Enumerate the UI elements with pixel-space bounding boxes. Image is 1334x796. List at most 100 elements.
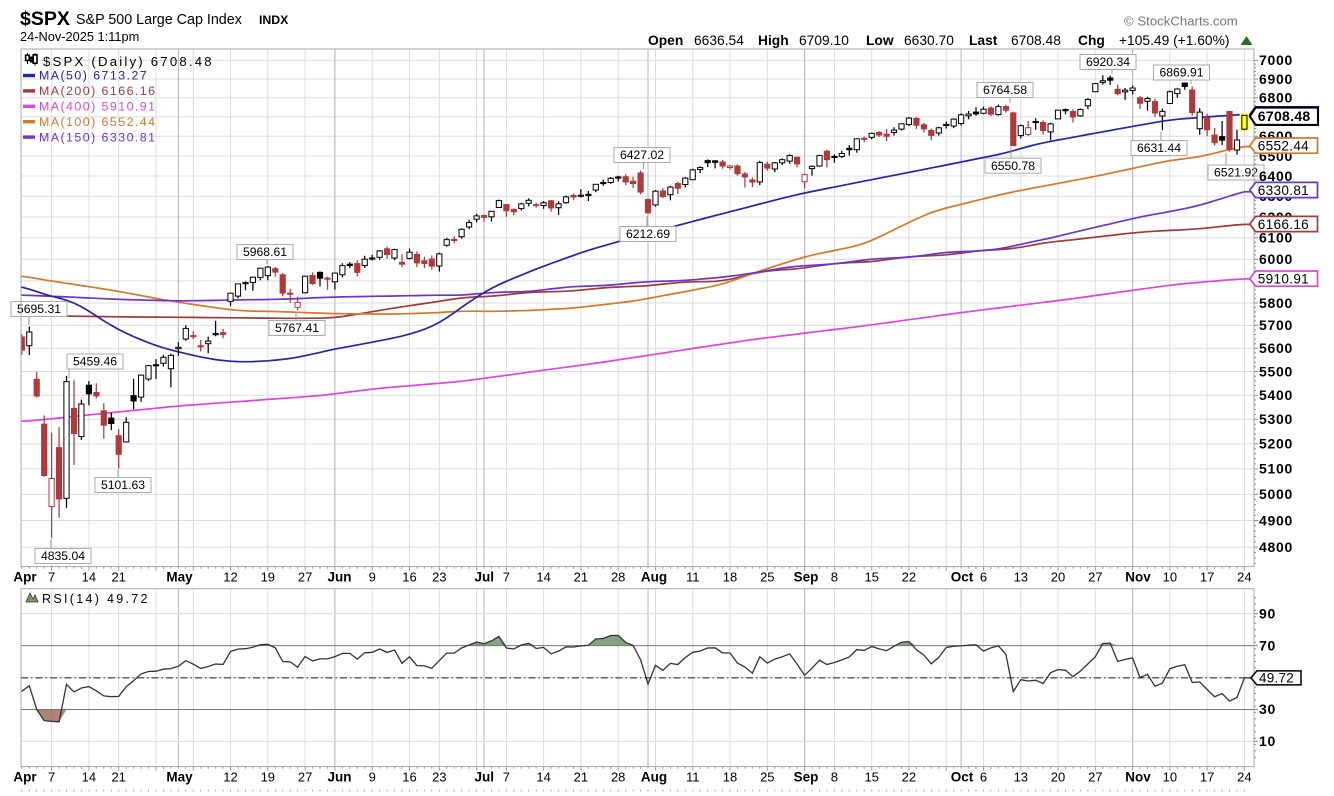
svg-text:7: 7: [503, 570, 510, 585]
svg-text:18: 18: [723, 570, 737, 585]
svg-text:6427.02: 6427.02: [620, 148, 664, 162]
svg-text:27: 27: [298, 570, 312, 585]
svg-text:5500: 5500: [1259, 363, 1293, 379]
svg-text:12: 12: [223, 570, 237, 585]
svg-text:Apr: Apr: [13, 570, 37, 585]
svg-text:6636.54: 6636.54: [694, 33, 744, 48]
svg-text:6764.58: 6764.58: [983, 83, 1027, 97]
svg-text:6552.44: 6552.44: [1258, 138, 1309, 153]
svg-text:May: May: [166, 770, 193, 785]
svg-text:6400: 6400: [1259, 168, 1293, 184]
svg-text:13: 13: [1014, 570, 1028, 585]
svg-text:MA(50) 6713.27: MA(50) 6713.27: [39, 69, 148, 83]
svg-text:Open: Open: [648, 33, 683, 48]
svg-text:12: 12: [223, 770, 237, 785]
svg-text:7: 7: [503, 770, 510, 785]
svg-text:9: 9: [369, 570, 376, 585]
svg-text:Jun: Jun: [327, 770, 351, 785]
svg-text:10: 10: [1163, 570, 1177, 585]
svg-text:Jun: Jun: [327, 570, 351, 585]
svg-text:6100: 6100: [1259, 230, 1293, 246]
svg-text:19: 19: [261, 770, 275, 785]
svg-text:Aug: Aug: [641, 570, 667, 585]
svg-text:+105.49 (+1.60%): +105.49 (+1.60%): [1119, 33, 1229, 48]
svg-text:INDX: INDX: [259, 13, 289, 27]
svg-text:MA(400) 5910.91: MA(400) 5910.91: [39, 100, 157, 114]
svg-text:16: 16: [402, 570, 416, 585]
svg-text:20: 20: [1051, 770, 1065, 785]
svg-text:11: 11: [686, 770, 700, 785]
svg-text:5700: 5700: [1259, 317, 1293, 333]
svg-text:6709.10: 6709.10: [799, 33, 849, 48]
svg-text:90: 90: [1259, 605, 1276, 621]
svg-text:7000: 7000: [1259, 52, 1293, 68]
svg-text:6550.78: 6550.78: [991, 159, 1035, 173]
svg-text:6800: 6800: [1259, 90, 1293, 106]
svg-text:Nov: Nov: [1125, 570, 1151, 585]
svg-text:S&P 500 Large Cap Index: S&P 500 Large Cap Index: [76, 12, 242, 28]
svg-text:25: 25: [760, 770, 774, 785]
svg-text:15: 15: [864, 570, 878, 585]
svg-text:10: 10: [1163, 770, 1177, 785]
svg-text:20: 20: [1051, 570, 1065, 585]
svg-text:17: 17: [1200, 770, 1214, 785]
svg-text:14: 14: [536, 770, 550, 785]
svg-text:6631.44: 6631.44: [1137, 141, 1181, 155]
svg-text:Low: Low: [866, 33, 894, 48]
svg-text:14: 14: [82, 770, 96, 785]
svg-text:21: 21: [111, 570, 125, 585]
svg-text:5000: 5000: [1259, 486, 1293, 502]
svg-text:22: 22: [902, 570, 916, 585]
svg-text:Oct: Oct: [951, 570, 974, 585]
svg-text:6708.48: 6708.48: [1258, 108, 1311, 124]
svg-text:21: 21: [111, 770, 125, 785]
svg-text:11: 11: [686, 570, 700, 585]
svg-text:14: 14: [536, 570, 550, 585]
svg-text:5968.61: 5968.61: [243, 245, 287, 259]
svg-text:7: 7: [48, 770, 55, 785]
svg-text:MA(100) 6552.44: MA(100) 6552.44: [39, 115, 157, 129]
svg-text:24-Nov-2025 1:11pm: 24-Nov-2025 1:11pm: [20, 29, 139, 44]
svg-text:10: 10: [1259, 733, 1276, 749]
svg-text:22: 22: [902, 770, 916, 785]
svg-text:Nov: Nov: [1125, 770, 1151, 785]
svg-text:4835.04: 4835.04: [41, 549, 85, 563]
svg-text:6900: 6900: [1259, 71, 1293, 87]
svg-text:6920.34: 6920.34: [1086, 55, 1130, 69]
svg-text:Sep: Sep: [794, 570, 819, 585]
svg-text:Apr: Apr: [13, 770, 37, 785]
svg-text:© StockCharts.com: © StockCharts.com: [1124, 14, 1238, 29]
svg-text:23: 23: [432, 770, 446, 785]
svg-text:5200: 5200: [1259, 436, 1293, 452]
svg-text:14: 14: [82, 570, 96, 585]
svg-text:70: 70: [1259, 637, 1276, 653]
svg-text:25: 25: [760, 570, 774, 585]
svg-text:17: 17: [1200, 570, 1214, 585]
svg-text:27: 27: [1088, 770, 1102, 785]
svg-text:Last: Last: [969, 33, 998, 48]
svg-text:21: 21: [574, 570, 588, 585]
svg-text:15: 15: [864, 770, 878, 785]
svg-text:27: 27: [1088, 570, 1102, 585]
svg-text:MA(150) 6330.81: MA(150) 6330.81: [39, 130, 157, 144]
svg-text:May: May: [166, 570, 193, 585]
svg-text:4800: 4800: [1259, 539, 1293, 555]
svg-text:9: 9: [369, 770, 376, 785]
svg-text:4900: 4900: [1259, 512, 1293, 528]
svg-text:8: 8: [831, 770, 838, 785]
svg-text:5101.63: 5101.63: [101, 478, 145, 492]
svg-text:Chg: Chg: [1078, 33, 1105, 48]
svg-text:$SPX: $SPX: [20, 8, 70, 30]
svg-text:18: 18: [723, 770, 737, 785]
svg-text:5100: 5100: [1259, 461, 1293, 477]
svg-text:23: 23: [432, 570, 446, 585]
svg-text:Sep: Sep: [794, 770, 819, 785]
svg-text:6: 6: [980, 570, 987, 585]
svg-text:19: 19: [261, 570, 275, 585]
svg-text:5800: 5800: [1259, 295, 1293, 311]
svg-text:27: 27: [298, 770, 312, 785]
svg-text:$SPX (Daily) 6708.48: $SPX (Daily) 6708.48: [43, 54, 214, 69]
svg-text:49.72: 49.72: [1259, 671, 1294, 686]
svg-text:5767.41: 5767.41: [275, 321, 319, 335]
svg-text:5910.91: 5910.91: [1258, 271, 1309, 286]
